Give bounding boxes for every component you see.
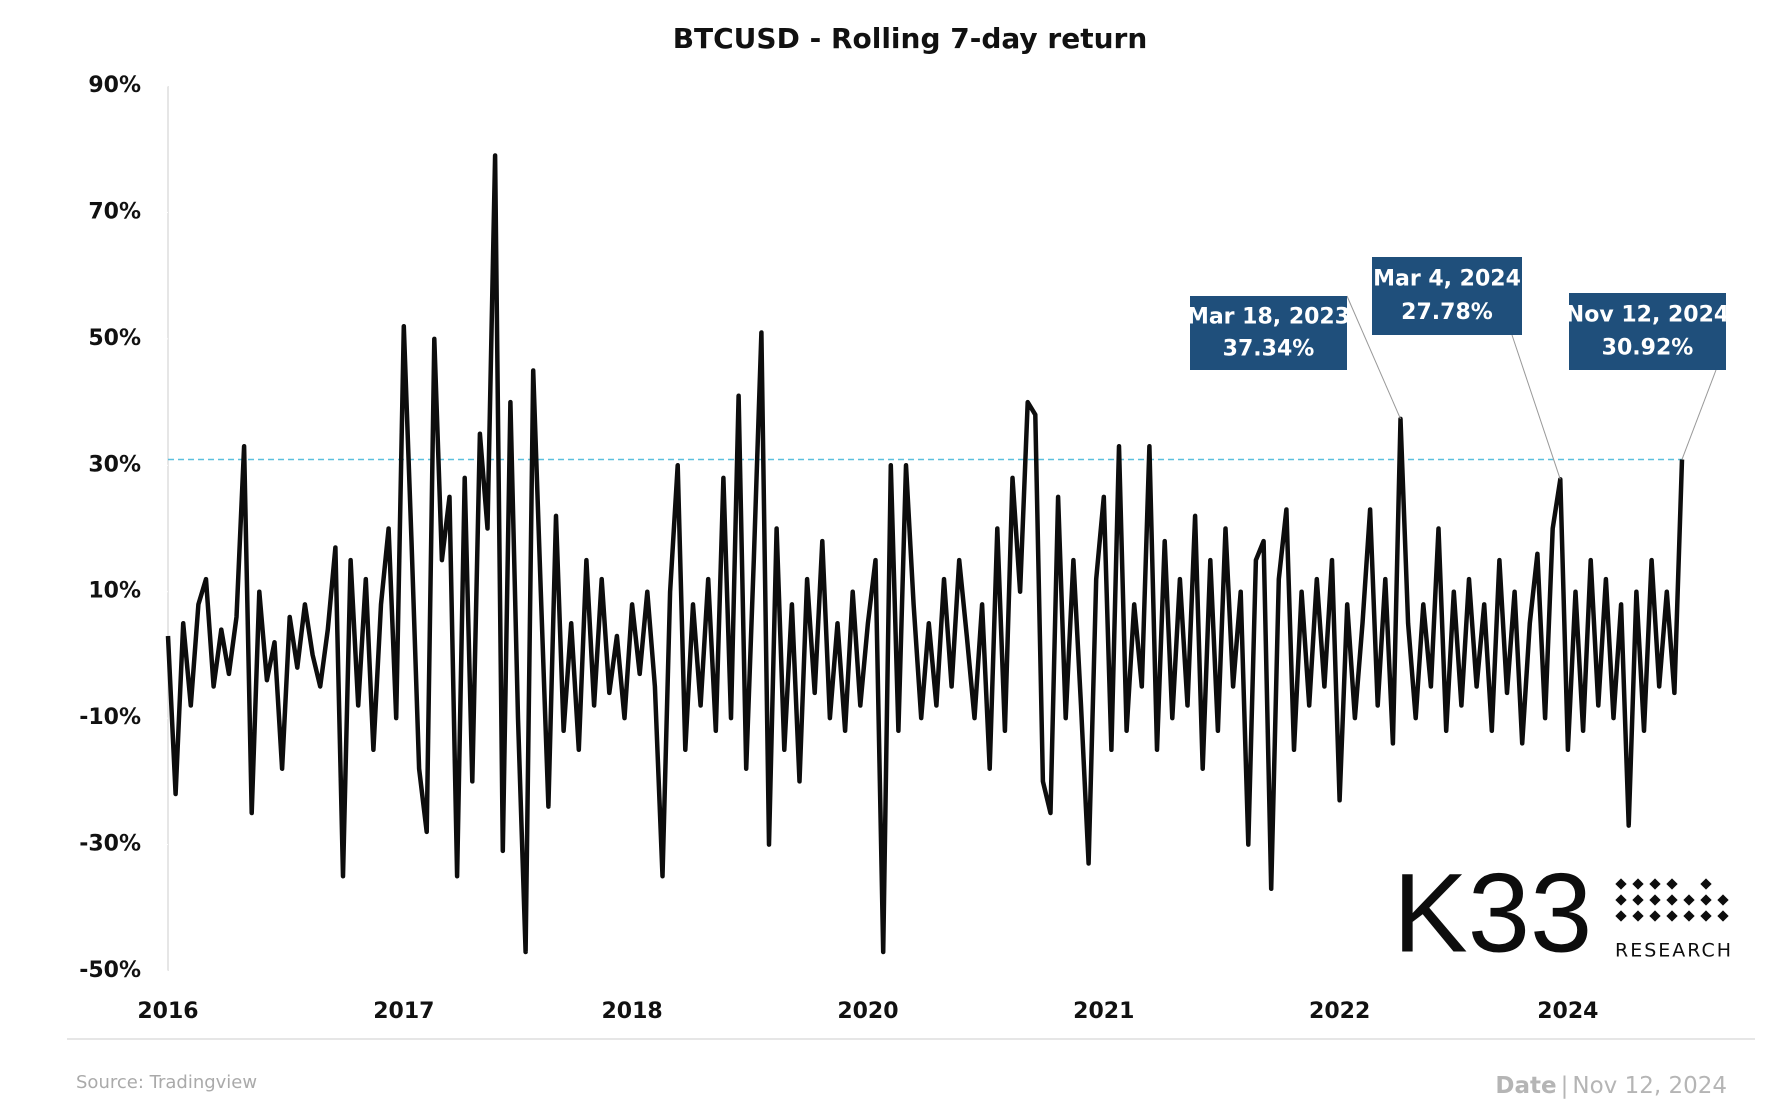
logo-dot xyxy=(1717,894,1729,906)
logo-dot xyxy=(1632,878,1644,890)
y-tick-label: 30% xyxy=(88,452,141,477)
leader-line xyxy=(1681,369,1717,460)
y-tick-label: -30% xyxy=(79,832,141,857)
y-tick-label: -10% xyxy=(79,705,141,730)
logo-dot xyxy=(1717,910,1729,922)
line xyxy=(165,153,1685,955)
separator: | xyxy=(1561,1073,1569,1099)
logo-dot xyxy=(1683,894,1695,906)
annotation-box xyxy=(1569,293,1726,370)
date-label: Date xyxy=(1495,1073,1556,1099)
source: Source: Tradingview xyxy=(76,1072,257,1093)
logo-dot xyxy=(1700,894,1712,906)
logo-dot xyxy=(1700,910,1712,922)
logo-dot xyxy=(1649,894,1661,906)
x-tick-label: 2018 xyxy=(601,999,662,1024)
annotation-value: 30.92% xyxy=(1602,335,1694,360)
leader-line xyxy=(1511,334,1561,480)
y-tick-label: -50% xyxy=(79,958,141,983)
annotation-box xyxy=(1190,296,1347,370)
date: Nov 12, 2024 xyxy=(1572,1073,1727,1099)
logo-dot xyxy=(1632,894,1644,906)
x-tick-label: 2017 xyxy=(373,999,434,1024)
annotation-date: Mar 18, 2023 xyxy=(1187,304,1350,329)
logo-dot xyxy=(1649,878,1661,890)
logo-dot xyxy=(1615,894,1627,906)
logo-dot xyxy=(1666,878,1678,890)
x-tick-label: 2016 xyxy=(137,999,198,1024)
x-tick-label: 2020 xyxy=(837,999,898,1024)
date-footer: Date | Nov 12, 2024 xyxy=(1495,1073,1727,1099)
annotation-box xyxy=(1372,257,1522,335)
leader-line xyxy=(1346,295,1401,420)
logo-dot xyxy=(1666,894,1678,906)
logo-name: K33 xyxy=(1393,851,1592,976)
logo-dot xyxy=(1683,910,1695,922)
logo-dot xyxy=(1615,910,1627,922)
annotation-value: 37.34% xyxy=(1223,336,1315,361)
y-tick-label: 70% xyxy=(88,199,141,224)
y-tick-label: 50% xyxy=(88,326,141,351)
logo-dots xyxy=(1615,878,1729,922)
chart-title: BTCUSD - Rolling 7-day return xyxy=(673,22,1148,55)
logo-dot xyxy=(1700,878,1712,890)
annotation-date: Mar 4, 2024 xyxy=(1373,267,1521,292)
x-tick-label: 2022 xyxy=(1309,999,1370,1024)
logo-tagline: RESEARCH xyxy=(1615,940,1733,962)
annotation-date: Nov 12, 2024 xyxy=(1566,302,1729,327)
logo-dot xyxy=(1615,878,1627,890)
y-tick-label: 10% xyxy=(88,579,141,604)
x-tick-label: 2021 xyxy=(1073,999,1134,1024)
logo-dot xyxy=(1649,910,1661,922)
logo-dot xyxy=(1632,910,1644,922)
y-tick-label: 90% xyxy=(88,73,141,98)
logo: K33 RESEARCH xyxy=(1393,851,1733,976)
annotation-value: 27.78% xyxy=(1401,300,1493,325)
logo-dot xyxy=(1666,910,1678,922)
x-tick-label: 2024 xyxy=(1537,999,1598,1024)
